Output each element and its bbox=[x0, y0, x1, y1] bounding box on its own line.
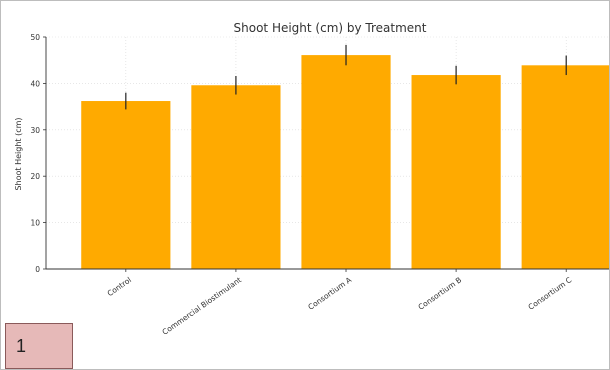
y-tick-label: 20 bbox=[30, 172, 40, 181]
y-tick-label: 10 bbox=[30, 219, 40, 228]
chart-title: Shoot Height (cm) by Treatment bbox=[234, 21, 427, 35]
error-bars bbox=[125, 44, 567, 110]
x-tick-label: Consortium C bbox=[527, 275, 574, 312]
panel-label: 1 bbox=[5, 323, 73, 369]
y-tick-label: 30 bbox=[30, 126, 40, 135]
bar bbox=[521, 65, 609, 269]
x-ticks: Control Commercial Biostimulant Consortium… bbox=[106, 269, 574, 337]
axes bbox=[45, 37, 609, 270]
x-tick-label: Consortium B bbox=[416, 275, 463, 311]
bars bbox=[81, 55, 609, 269]
bar bbox=[191, 85, 281, 269]
bar bbox=[411, 75, 501, 269]
x-tick-label: Control bbox=[106, 275, 133, 298]
x-tick-label: Consortium A bbox=[306, 275, 353, 312]
bar bbox=[81, 101, 171, 269]
y-ticks: 0 10 20 30 40 50 bbox=[30, 33, 46, 274]
y-tick-label: 0 bbox=[35, 265, 40, 274]
bar bbox=[301, 55, 391, 269]
x-tick-label: Commercial Biostimulant bbox=[161, 275, 244, 337]
y-tick-label: 50 bbox=[30, 33, 40, 42]
y-tick-label: 40 bbox=[30, 79, 40, 88]
y-axis-label: Shoot Height (cm) bbox=[14, 117, 23, 190]
